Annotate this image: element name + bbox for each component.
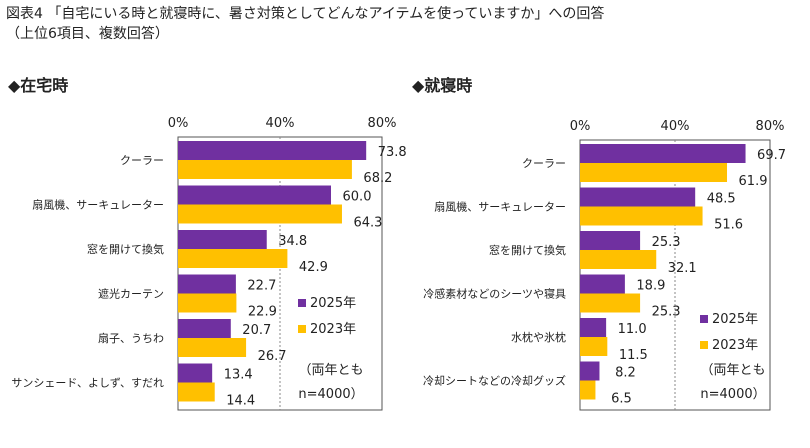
- home-bar-2023: [178, 338, 247, 357]
- home-bar-2025: [178, 141, 367, 160]
- sleep-bar-2023: [580, 337, 608, 356]
- sleep-value-label-2025: 69.7: [757, 148, 786, 163]
- home-legend-swatch-0: [298, 299, 306, 307]
- sleep-value-label-2025: 48.5: [707, 192, 736, 207]
- home-tick-label-2: 80%: [368, 116, 397, 131]
- home-bar-2023: [178, 204, 342, 224]
- home-value-label-2023: 26.7: [258, 349, 287, 364]
- sleep-note-line-0: （両年とも: [700, 363, 765, 378]
- home-legend-label-1: 2023年: [310, 322, 356, 337]
- figure-title-line1: 図表4 「自宅にいる時と就寝時に、暑さ対策としてどんなアイテムを使っていますか」…: [6, 6, 605, 22]
- sleep-category-label: 窓を開けて換気: [489, 243, 566, 257]
- sleep-value-label-2025: 8.2: [615, 366, 636, 381]
- sleep-value-label-2023: 32.1: [668, 261, 697, 276]
- home-bar-2025: [178, 274, 236, 294]
- sleep-bar-2023: [580, 163, 728, 182]
- sleep-category-label: 冷感素材などのシーツや寝具: [423, 287, 566, 301]
- home-category-label: 窓を開けて換気: [87, 242, 164, 256]
- sleep-bar-2023: [580, 250, 657, 269]
- home-bar-2025: [178, 363, 213, 383]
- home-legend-swatch-1: [298, 325, 306, 333]
- sleep-bar-2023: [580, 293, 641, 313]
- home-value-label-2023: 14.4: [226, 394, 255, 409]
- sleep-value-label-2023: 25.3: [652, 305, 681, 320]
- home-bar-2023: [178, 160, 352, 179]
- sleep-bar-2025: [580, 361, 600, 381]
- sleep-tick-label-0: 0%: [570, 119, 591, 134]
- sleep-value-label-2025: 11.0: [618, 322, 647, 337]
- sleep-bar-2025: [580, 231, 641, 250]
- sleep-bar-2023: [580, 206, 703, 226]
- home-category-label: サンシェード、よしず、すだれ: [11, 377, 164, 390]
- home-note-line-1: n=4000）: [298, 387, 363, 402]
- home-value-label-2023: 42.9: [299, 260, 328, 275]
- sleep-category-label: 扇風機、サーキュレーター: [434, 200, 566, 214]
- figure-title-line2: （上位6項目、複数回答）: [6, 26, 169, 42]
- home-value-label-2025: 20.7: [242, 323, 271, 338]
- home-category-label: 扇風機、サーキュレーター: [32, 198, 164, 212]
- sleep-legend-swatch-0: [700, 315, 708, 323]
- home-bar-2025: [178, 185, 331, 205]
- sleep-bar-2025: [580, 274, 625, 294]
- home-note-line-0: （両年とも: [298, 363, 363, 378]
- sleep-legend-swatch-1: [700, 341, 708, 349]
- home-value-label-2023: 68.2: [363, 171, 392, 186]
- home-bar-2025: [178, 319, 231, 338]
- sleep-tick-label-1: 40%: [661, 119, 690, 134]
- home-category-label: 遮光カーテン: [98, 287, 164, 301]
- sleep-bar-2025: [580, 187, 696, 207]
- sleep-bar-2023: [580, 380, 596, 400]
- sleep-tick-label-2: 80%: [756, 119, 785, 134]
- home-tick-label-1: 40%: [266, 116, 295, 131]
- figure-title: 図表4 「自宅にいる時と就寝時に、暑さ対策としてどんなアイテムを使っていますか」…: [6, 4, 604, 44]
- home-value-label-2025: 60.0: [343, 190, 372, 205]
- sleep-bar-2025: [580, 144, 746, 163]
- sleep-category-label: クーラー: [522, 157, 566, 170]
- sleep-category-label: 冷却シートなどの冷却グッズ: [423, 374, 566, 388]
- sleep-note-line-1: n=4000）: [700, 387, 765, 402]
- sleep-value-label-2023: 51.6: [714, 218, 743, 233]
- sleep-value-label-2023: 61.9: [739, 174, 768, 189]
- home-panel-title: ◆在宅時: [8, 76, 69, 95]
- home-category-label: クーラー: [120, 154, 164, 167]
- sleep-value-label-2025: 18.9: [636, 279, 665, 294]
- home-value-label-2025: 34.8: [278, 234, 307, 249]
- home-value-label-2023: 22.9: [248, 305, 277, 320]
- home-legend-label-0: 2025年: [310, 296, 356, 311]
- sleep-legend-label-1: 2023年: [712, 338, 758, 353]
- home-bar-2023: [178, 293, 237, 313]
- home-category-label: 扇子、うちわ: [98, 331, 164, 345]
- home-bar-2023: [178, 382, 215, 402]
- home-value-label-2023: 64.3: [353, 216, 382, 231]
- home-value-label-2025: 13.4: [224, 368, 253, 383]
- home-value-label-2025: 73.8: [378, 145, 407, 160]
- sleep-legend-label-0: 2025年: [712, 312, 758, 327]
- sleep-value-label-2025: 25.3: [652, 235, 681, 250]
- home-tick-label-0: 0%: [168, 116, 189, 131]
- sleep-value-label-2023: 6.5: [611, 392, 632, 407]
- home-bar-2023: [178, 249, 288, 268]
- home-value-label-2025: 22.7: [247, 279, 276, 294]
- sleep-value-label-2023: 11.5: [619, 348, 648, 363]
- home-bar-2025: [178, 230, 267, 249]
- sleep-bar-2025: [580, 318, 607, 337]
- sleep-panel-title: ◆就寝時: [412, 76, 473, 95]
- sleep-category-label: 水枕や氷枕: [511, 330, 566, 344]
